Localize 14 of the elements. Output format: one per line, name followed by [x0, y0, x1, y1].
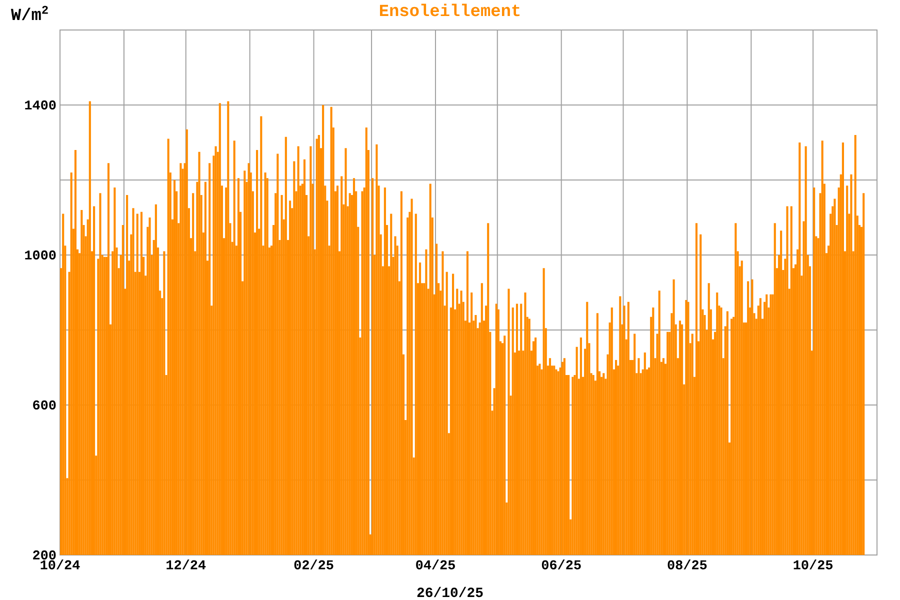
y-axis-title: W/m$^{2}$: [10, 6, 48, 20]
y-tick-label: 1000: [25, 250, 56, 260]
x-tick-label: 10/25: [794, 560, 833, 570]
x-tick-label: 02/25: [294, 560, 334, 570]
x-tick-label: 08/25: [668, 560, 707, 570]
y-tick-label: 200: [33, 550, 56, 560]
x-tick-label: 06/25: [542, 560, 581, 570]
chart-title: Ensoleillement: [380, 4, 520, 16]
x-tick-label: 04/25: [416, 560, 455, 570]
y-tick-label: 1400: [25, 100, 56, 110]
x-axis-title: 26/10/25: [417, 586, 483, 598]
x-tick-label: 12/24: [166, 560, 206, 570]
y-tick-label: 600: [33, 400, 56, 410]
x-tick-label: 10/24: [40, 560, 80, 570]
